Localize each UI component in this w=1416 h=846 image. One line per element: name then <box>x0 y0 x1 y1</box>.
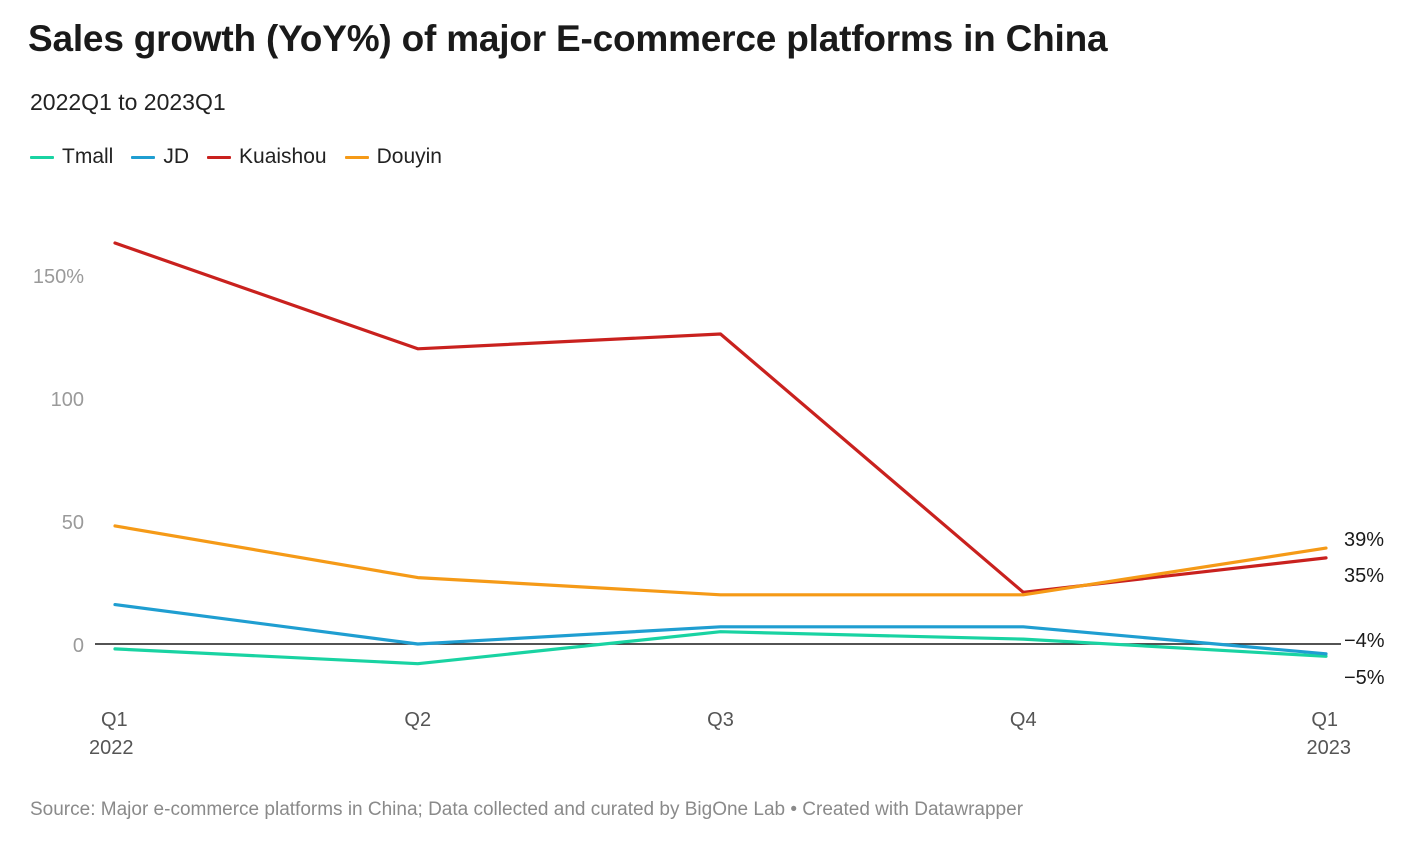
legend-label-jd: JD <box>163 145 190 168</box>
legend-label-kuaishou: Kuaishou <box>239 145 327 168</box>
series-line-kuaishou <box>113 241 1328 594</box>
legend-item-tmall: Tmall <box>30 145 113 169</box>
source-note: Source: Major e-commerce platforms in Ch… <box>30 799 1024 820</box>
legend-swatch-jd <box>131 155 156 159</box>
y-tick-label: 150% <box>33 266 84 288</box>
end-label-kuaishou: 35% <box>1344 565 1384 587</box>
chart-title: Sales growth (YoY%) of major E-commerce … <box>28 18 1108 59</box>
series-line-jd <box>113 602 1328 656</box>
legend-swatch-douyin <box>344 155 369 159</box>
legend-swatch-kuaishou <box>207 155 232 159</box>
x-tick-label: Q4 <box>1010 709 1037 731</box>
series-line-douyin <box>113 524 1328 597</box>
y-tick-label: 0 <box>73 635 84 657</box>
x-tick-label: Q1 <box>101 709 128 731</box>
legend-swatch-tmall <box>30 155 54 159</box>
end-label-douyin: 39% <box>1344 529 1384 551</box>
legend-item-kuaishou: Kuaishou <box>207 145 327 169</box>
y-tick-label: 50 <box>62 512 84 534</box>
x-tick-label: Q1 <box>1311 709 1338 731</box>
x-tick-label: Q2 <box>404 709 431 731</box>
legend-item-douyin: Douyin <box>344 145 442 169</box>
chart-subtitle: 2022Q1 to 2023Q1 <box>30 89 226 115</box>
legend-label-tmall: Tmall <box>62 145 114 168</box>
x-tick-label-year: 2022 <box>89 737 134 759</box>
y-tick-label: 100 <box>51 389 84 411</box>
legend-label-douyin: Douyin <box>376 145 442 168</box>
x-tick-label-year: 2023 <box>1307 737 1352 759</box>
end-label-tmall: −5% <box>1344 667 1385 689</box>
x-tick-label: Q3 <box>707 709 734 731</box>
end-label-jd: −4% <box>1344 630 1385 652</box>
series-line-tmall <box>113 630 1328 666</box>
legend: Tmall JD Kuaishou Douyin <box>30 145 446 169</box>
legend-item-jd: JD <box>131 145 189 169</box>
